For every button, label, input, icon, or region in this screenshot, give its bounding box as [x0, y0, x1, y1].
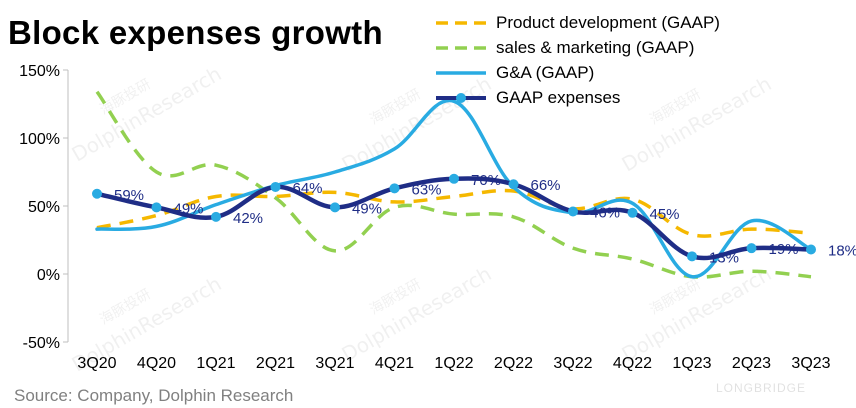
legend-item-sales-marketing: sales & marketing (GAAP) [434, 35, 720, 60]
gaap-expenses-data-label: 46% [590, 204, 620, 221]
legend-label-product-development: Product development (GAAP) [496, 12, 720, 32]
gaap-expenses-data-label: 45% [650, 206, 680, 223]
y-tick-label: 50% [28, 199, 60, 216]
x-tick-label: 3Q21 [315, 355, 354, 372]
legend-swatch-gaap-expenses [434, 91, 488, 105]
series-line-gaap-expenses [94, 176, 814, 261]
y-tick-label: 0% [37, 267, 60, 284]
x-tick-label: 2Q21 [256, 355, 295, 372]
gaap-expenses-data-label: 42% [233, 210, 263, 227]
gaap-expenses-marker [270, 181, 281, 192]
gaap-expenses-data-label: 18% [828, 243, 856, 260]
x-tick-label: 4Q21 [375, 355, 414, 372]
legend-label-ga: G&A (GAAP) [496, 62, 595, 82]
legend-swatch-product-development [434, 16, 488, 30]
gaap-expenses-data-label: 59% [114, 187, 144, 204]
gaap-expenses-marker [211, 211, 221, 222]
chart-title: Block expenses growth [8, 14, 383, 51]
gaap-expenses-marker [449, 173, 459, 184]
gaap-expenses-marker [151, 202, 162, 213]
watermark-brand: DolphinResearch [68, 61, 226, 166]
gaap-expenses-data-label: 19% [769, 241, 799, 258]
gaap-expenses-marker [568, 206, 578, 217]
watermark-corner: LONGBRIDGE [716, 381, 806, 395]
x-axis: 3Q20 4Q20 1Q21 2Q21 3Q21 4Q21 1Q22 2Q22 3Q22 4Q22… [77, 355, 830, 372]
y-axis: -50% 0% 50% 100% 150% [19, 63, 68, 352]
legend-swatch-ga [434, 66, 488, 80]
data-labels: 59% 49% 42% 64% 49% 63% 70% 66% 46% 45% 13% 19% 18% [114, 172, 856, 267]
x-tick-label: 2Q23 [732, 355, 771, 372]
gaap-expenses-data-label: 49% [352, 200, 382, 217]
x-tick-label: 3Q23 [791, 355, 830, 372]
gaap-expenses-data-label: 49% [174, 200, 204, 217]
source-note: Source: Company, Dolphin Research [14, 386, 294, 405]
series-line-product-development-gaap [96, 188, 812, 238]
legend-item-ga: G&A (GAAP) [434, 60, 720, 85]
gaap-expenses-marker [746, 243, 757, 254]
x-tick-label: 3Q20 [77, 355, 116, 372]
x-tick-label: 3Q22 [553, 355, 592, 372]
gaap-expenses-marker [389, 183, 400, 194]
gaap-expenses-data-label: 66% [531, 177, 561, 194]
gaap-expenses-data-label: 63% [412, 181, 442, 198]
legend-swatch-sales-marketing [434, 41, 488, 55]
x-tick-label: 2Q22 [494, 355, 533, 372]
legend: Product development (GAAP) sales & marke… [434, 10, 720, 110]
legend-label-sales-marketing: sales & marketing (GAAP) [496, 37, 695, 57]
gaap-expenses-data-label: 70% [471, 172, 501, 189]
legend-item-product-development: Product development (GAAP) [434, 10, 720, 35]
x-tick-label: 1Q23 [672, 355, 711, 372]
gaap-expenses-data-label: 64% [293, 180, 323, 197]
series-line-g-a-gaap [95, 98, 813, 279]
y-tick-label: 150% [19, 63, 60, 80]
legend-label-gaap-expenses: GAAP expenses [496, 87, 621, 107]
gaap-expenses-marker [330, 202, 340, 213]
watermark-brand: DolphinResearch [338, 261, 496, 366]
gaap-expenses-data-label: 13% [709, 249, 739, 266]
legend-item-gaap-expenses: GAAP expenses [434, 85, 720, 110]
gaap-expenses-marker [806, 244, 816, 255]
gaap-expenses-marker [508, 179, 519, 190]
y-tick-label: -50% [23, 335, 60, 352]
gaap-expenses-marker [687, 251, 697, 262]
gaap-expenses-marker [92, 188, 102, 199]
gaap-expenses-marker [627, 207, 638, 218]
x-tick-label: 4Q20 [137, 355, 176, 372]
x-tick-label: 1Q21 [196, 355, 235, 372]
markers [92, 173, 816, 262]
y-tick-label: 100% [19, 131, 60, 148]
x-tick-label: 1Q22 [434, 355, 473, 372]
x-tick-label: 4Q22 [613, 355, 652, 372]
